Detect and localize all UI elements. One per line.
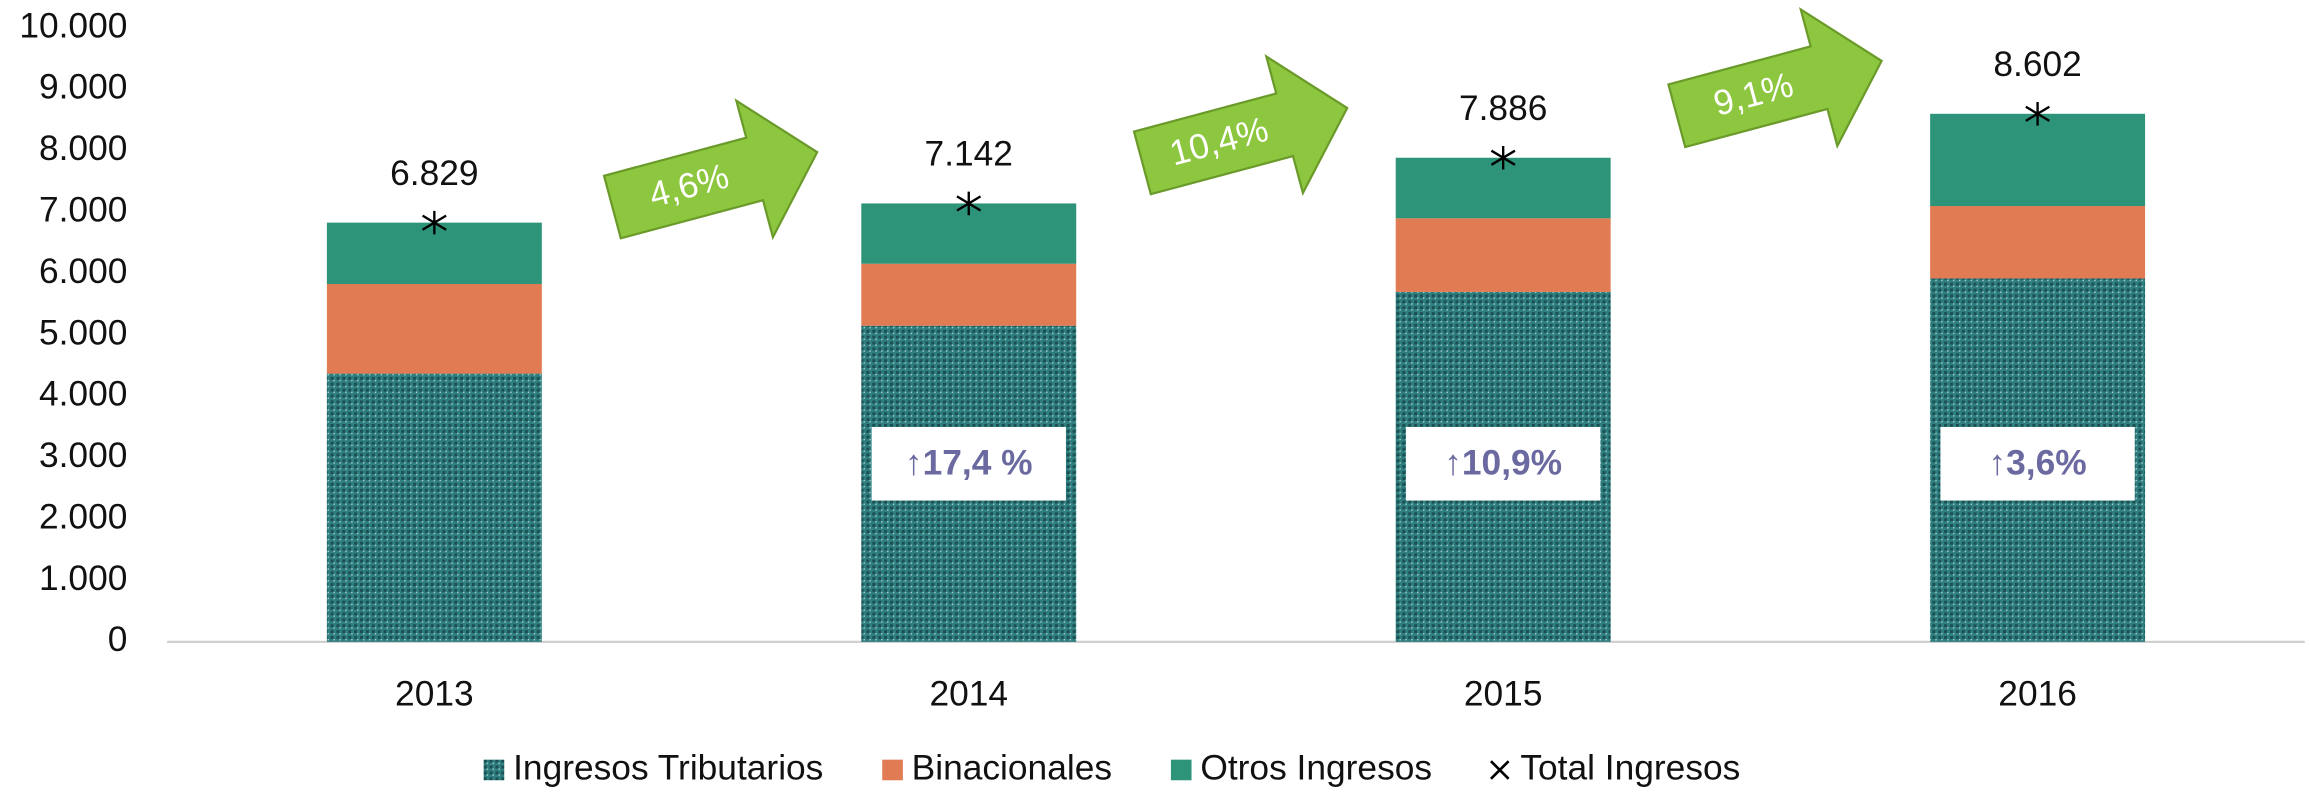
total-marker [421, 210, 447, 235]
arrow-shape [1667, 6, 1884, 149]
legend-label: Otros Ingresos [1200, 748, 1432, 787]
y-tick-label: 3.000 [39, 436, 127, 475]
legend-swatch [1170, 759, 1192, 781]
bar-segment [1930, 113, 2146, 207]
y-tick-label: 1.000 [39, 559, 127, 598]
legend-label: Total Ingresos [1520, 748, 1740, 787]
legend-label: Ingresos Tributarios [513, 748, 823, 787]
total-marker [956, 191, 982, 216]
arrow-shape [602, 98, 819, 241]
y-tick-label: 8.000 [39, 129, 127, 168]
x-tick-label: 2015 [1464, 675, 1543, 714]
tax-growth-box [1406, 426, 1601, 501]
tax-growth-label: ↑10,9% [1444, 444, 1562, 483]
growth-arrow: 9,1% [1667, 6, 1884, 149]
y-tick-label: 6.000 [39, 252, 127, 291]
y-tick-label: 0 [108, 620, 128, 659]
tax-growth-box [871, 426, 1066, 501]
bar-segment [326, 283, 542, 374]
y-tick-label: 4.000 [39, 375, 127, 414]
total-marker [2025, 102, 2050, 126]
y-tick-label: 7.000 [39, 190, 127, 229]
growth-arrow: 4,6% [602, 98, 819, 241]
legend-swatch [882, 759, 903, 781]
y-tick-label: 5.000 [39, 313, 127, 352]
tax-growth-label: ↑3,6% [1989, 444, 2087, 483]
x-tick-label: 2014 [929, 675, 1008, 714]
total-label: 6.829 [390, 154, 478, 193]
x-tick-label: 2013 [395, 675, 474, 714]
legend-marker [1489, 760, 1510, 780]
bar-segment [1930, 206, 2146, 279]
bar-segment [1395, 218, 1611, 292]
total-label: 8.602 [1993, 45, 2081, 84]
y-tick-label: 10.000 [19, 6, 127, 45]
total-marker [1490, 145, 1516, 170]
arrow-shape [1132, 54, 1349, 197]
y-tick-label: 2.000 [39, 497, 127, 536]
tax-growth-label: ↑17,4 % [905, 444, 1033, 483]
bar-segment [326, 373, 542, 642]
total-label: 7.142 [925, 135, 1013, 174]
y-tick-label: 9.000 [39, 68, 127, 107]
tax-growth-box [1940, 426, 2135, 501]
x-tick-label: 2016 [1998, 675, 2077, 714]
total-label: 7.886 [1459, 89, 1547, 128]
legend-swatch [483, 759, 505, 781]
bar-segment [861, 263, 1077, 326]
legend-label: Binacionales [912, 748, 1112, 787]
growth-arrow: 10,4% [1132, 54, 1349, 197]
